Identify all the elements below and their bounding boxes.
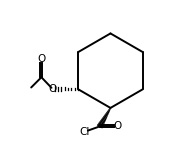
Text: O: O	[49, 84, 57, 93]
Text: O: O	[37, 54, 46, 64]
Text: O: O	[113, 121, 121, 131]
Text: Cl: Cl	[80, 127, 90, 137]
